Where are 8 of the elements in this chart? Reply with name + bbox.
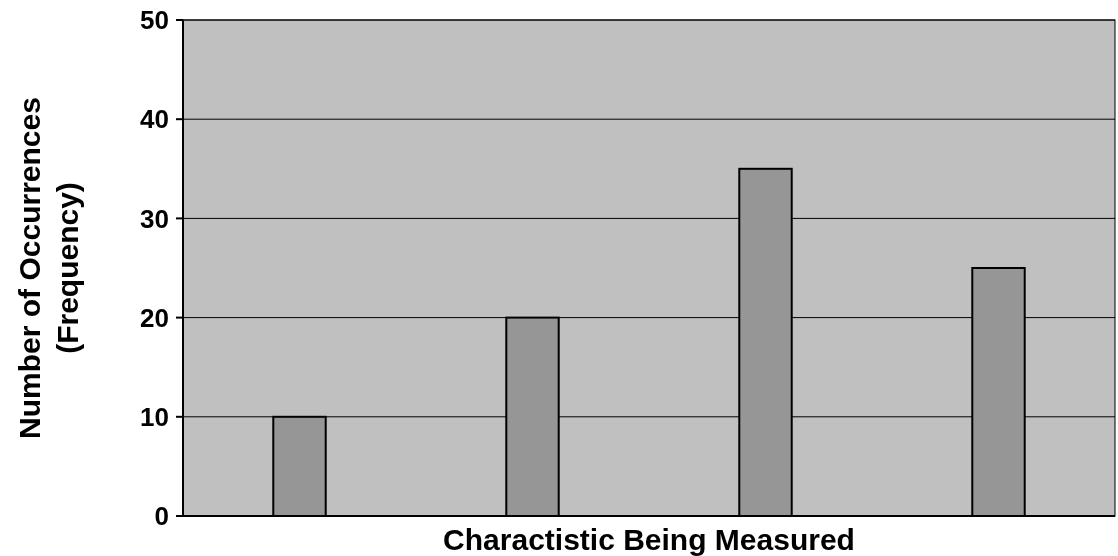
y-tick-label: 0	[154, 501, 169, 532]
y-tick-label: 40	[140, 104, 169, 135]
x-axis-title: Charactistic Being Measured	[443, 523, 855, 556]
y-tick-label: 10	[140, 401, 169, 432]
y-tick-label: 20	[140, 302, 169, 333]
y-tick-label: 30	[140, 203, 169, 234]
y-axis-title: Number of Occurrences (Frequency)	[13, 97, 84, 439]
y-tick-label: 50	[140, 5, 169, 36]
